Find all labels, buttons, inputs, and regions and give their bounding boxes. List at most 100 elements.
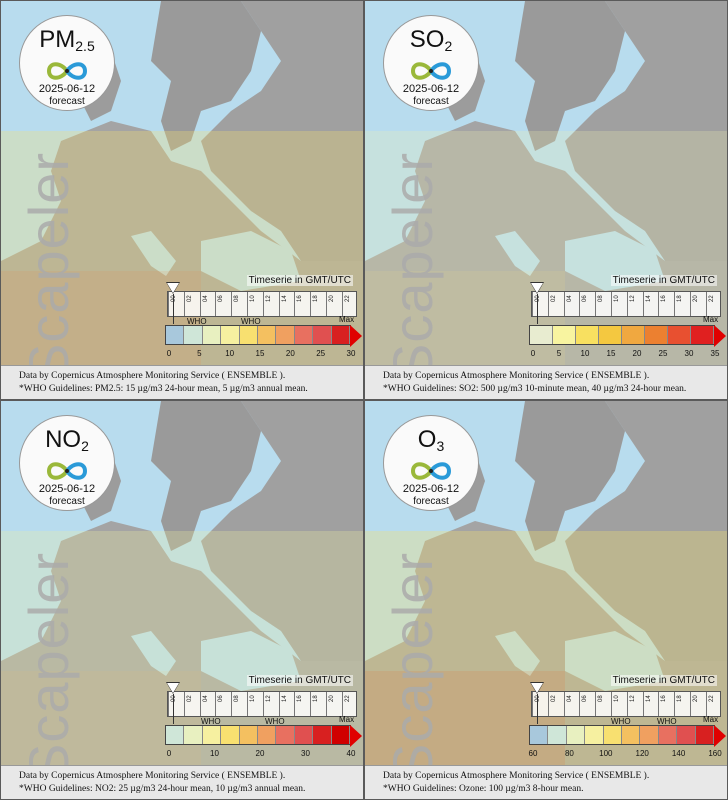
hour-tick[interactable]: 20 (326, 292, 342, 316)
color-scale-bar (529, 325, 726, 347)
color-swatch (202, 726, 222, 744)
hour-label: 08 (598, 695, 605, 702)
hour-tick[interactable]: 00 (532, 292, 548, 316)
hour-tick[interactable]: 08 (595, 292, 611, 316)
hour-tick[interactable]: 04 (199, 292, 216, 316)
hour-tick[interactable]: 16 (658, 692, 674, 716)
time-slider[interactable]: 00 02 04 06 08 10 12 14 16 18 20 22 (531, 291, 721, 317)
color-swatch (166, 726, 185, 744)
color-swatch (294, 726, 314, 744)
scale-labels: 0 5 10 15 20 25 30 35 (529, 349, 725, 361)
scale-label: 5 (556, 349, 562, 358)
hour-tick[interactable]: 14 (642, 692, 659, 716)
hour-label: 02 (550, 695, 557, 702)
hour-tick[interactable]: 00 (168, 292, 184, 316)
hour-tick[interactable]: 12 (626, 292, 643, 316)
scale-label: 100 (599, 749, 613, 758)
forecast-label: forecast (413, 96, 449, 107)
time-marker-icon[interactable] (167, 283, 179, 293)
hour-label: 00 (535, 695, 541, 702)
hour-tick[interactable]: 18 (310, 292, 326, 316)
scapeler-watermark: Scapeler (17, 151, 80, 381)
hour-tick[interactable]: 12 (626, 692, 643, 716)
color-swatch (294, 326, 314, 344)
scale-label: 10 (580, 349, 590, 358)
hour-tick[interactable]: 22 (705, 292, 722, 316)
hour-tick[interactable]: 06 (579, 692, 595, 716)
forecast-label: forecast (49, 96, 85, 107)
source-attribution: Data by Copernicus Atmosphere Monitoring… (383, 371, 650, 381)
forecast-date: 2025-06-12 (38, 483, 96, 495)
time-slider[interactable]: 00 02 04 06 08 10 12 14 16 18 20 22 (167, 691, 357, 717)
hour-tick[interactable]: 04 (199, 692, 216, 716)
hour-tick[interactable]: 18 (310, 692, 326, 716)
hour-tick[interactable]: 00 (168, 692, 184, 716)
hour-tick[interactable]: 00 (532, 692, 548, 716)
hour-tick[interactable]: 20 (690, 292, 706, 316)
hour-tick[interactable]: 18 (674, 292, 690, 316)
max-arrow-icon (714, 325, 726, 347)
max-label: Max (703, 715, 719, 724)
hour-label: 06 (582, 695, 589, 702)
hour-tick[interactable]: 02 (547, 292, 564, 316)
hour-tick[interactable]: 10 (611, 692, 627, 716)
hour-label: 16 (297, 695, 304, 702)
hour-label: 06 (218, 295, 225, 302)
hour-tick[interactable]: 22 (341, 692, 358, 716)
scale-label: 140 (671, 749, 686, 758)
hour-tick[interactable]: 20 (690, 692, 706, 716)
hour-tick[interactable]: 02 (183, 292, 200, 316)
hour-tick[interactable]: 08 (231, 692, 247, 716)
hour-tick[interactable]: 14 (642, 292, 659, 316)
color-swatch (530, 726, 549, 744)
hour-label: 00 (171, 295, 177, 302)
hour-tick[interactable]: 06 (215, 292, 231, 316)
scale-label: 0 (530, 349, 536, 358)
hour-tick[interactable]: 08 (231, 292, 247, 316)
hour-tick[interactable]: 10 (611, 292, 627, 316)
hour-tick[interactable]: 06 (215, 692, 231, 716)
hour-tick[interactable]: 22 (341, 292, 358, 316)
hour-tick[interactable]: 02 (183, 692, 200, 716)
hour-tick[interactable]: 12 (262, 692, 279, 716)
time-slider[interactable]: 00 02 04 06 08 10 12 14 16 18 20 22 (531, 691, 721, 717)
color-swatch (576, 326, 599, 344)
time-marker-icon[interactable] (531, 683, 543, 693)
scale-label: 40 (346, 749, 356, 758)
data-source-caption: Data by Copernicus Atmosphere Monitoring… (365, 365, 727, 399)
hour-tick[interactable]: 16 (294, 292, 310, 316)
hour-tick[interactable]: 14 (278, 292, 295, 316)
hour-label: 18 (677, 295, 684, 302)
time-marker-icon[interactable] (167, 683, 179, 693)
color-swatch (622, 726, 641, 744)
hour-tick[interactable]: 02 (547, 692, 564, 716)
max-label: Max (339, 715, 355, 724)
hour-tick[interactable]: 16 (294, 692, 310, 716)
hour-label: 04 (566, 295, 573, 302)
pollutant-subscript: 3 (436, 438, 445, 454)
hour-label: 10 (614, 295, 620, 302)
hour-tick[interactable]: 10 (247, 292, 263, 316)
timeserie-label: Timeserie in GMT/UTC (246, 275, 353, 286)
hour-tick[interactable]: 04 (563, 292, 580, 316)
hour-tick[interactable]: 04 (563, 692, 580, 716)
hour-tick[interactable]: 06 (579, 292, 595, 316)
hour-tick[interactable]: 20 (326, 692, 342, 716)
scale-labels: 0 10 20 30 40 (165, 749, 361, 761)
max-label: Max (703, 315, 719, 324)
time-slider[interactable]: 00 02 04 06 08 10 12 14 16 18 20 22 (167, 291, 357, 317)
hour-tick[interactable]: 16 (658, 292, 674, 316)
hour-label: 10 (614, 695, 620, 702)
hour-tick[interactable]: 12 (262, 292, 279, 316)
hour-tick[interactable]: 18 (674, 692, 690, 716)
color-swatch (221, 326, 240, 344)
hour-tick[interactable]: 10 (247, 692, 263, 716)
hour-tick[interactable]: 08 (595, 692, 611, 716)
source-attribution: Data by Copernicus Atmosphere Monitoring… (19, 771, 286, 781)
time-marker-icon[interactable] (531, 283, 543, 293)
hour-label: 02 (186, 295, 193, 302)
hour-tick[interactable]: 14 (278, 692, 295, 716)
color-swatch (239, 726, 259, 744)
hour-tick[interactable]: 22 (705, 692, 722, 716)
